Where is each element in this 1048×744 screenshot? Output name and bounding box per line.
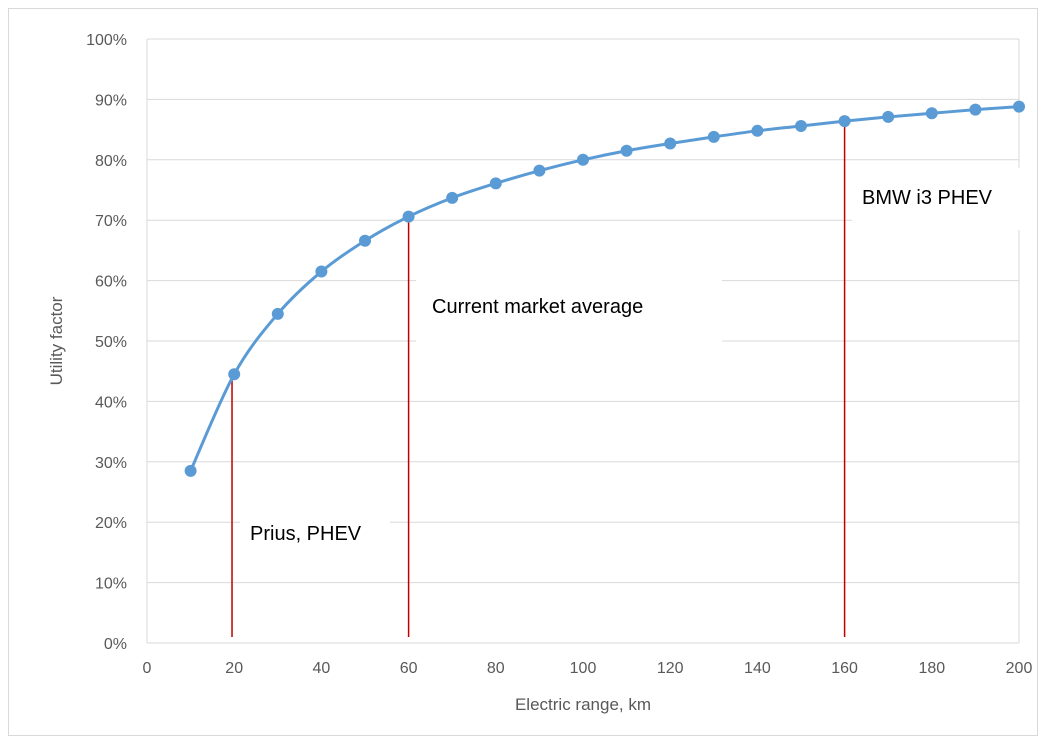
data-point [882,110,895,123]
data-point [489,177,502,190]
annotation-label: Current market average [432,296,643,318]
data-point [228,368,241,381]
x-tick-label: 180 [918,660,945,677]
data-point [1013,100,1025,113]
y-tick-label: 70% [95,213,127,230]
data-point [402,210,415,223]
y-tick-label: 0% [104,636,127,653]
data-point [838,115,851,128]
data-point [795,119,807,132]
annotation-background [240,504,390,562]
data-point [533,164,546,177]
x-tick-label: 200 [1006,660,1033,677]
x-tick-label: 0 [143,660,152,677]
y-tick-label: 90% [95,92,127,109]
data-point [751,124,764,137]
data-point [620,144,633,157]
y-tick-label: 60% [95,274,127,291]
x-tick-label: 160 [831,660,858,677]
y-tick-label: 10% [95,576,127,593]
data-point [707,130,720,143]
data-point [315,265,328,278]
x-axis-title: Electric range, km [515,695,651,714]
x-tick-label: 140 [744,660,771,677]
y-axis-title: Utility factor [47,296,66,385]
data-point [664,137,677,150]
x-tick-label: 100 [570,660,597,677]
x-tick-label: 120 [657,660,684,677]
data-point [271,307,284,320]
annotation-background [416,279,722,357]
y-tick-label: 50% [95,334,127,351]
y-tick-label: 100% [86,32,127,49]
axes: 0% 10% 20% 30% 40% 50% 60% 70% 80% 90% 100% 0 20 40 60… [86,32,1032,677]
annotation-background [852,168,1024,230]
x-tick-label: 20 [225,660,243,677]
x-tick-label: 80 [487,660,505,677]
chart-frame [8,8,1038,736]
data-point [359,234,371,247]
annotation-label: BMW i3 PHEV [862,187,993,209]
data-point [969,103,982,116]
y-tick-label: 20% [95,515,127,532]
reference-lines [231,121,846,637]
data-point [184,464,197,477]
series-group [184,100,1025,477]
data-point [925,107,938,120]
x-tick-label: 40 [313,660,331,677]
axis-labels: Electric range, km Utility factor [47,296,651,714]
data-point [577,153,589,166]
annotations: Prius, PHEV Current market average BMW i3 … [240,168,1024,562]
y-tick-label: 40% [95,394,127,411]
y-tick-label: 30% [95,455,127,472]
data-point [446,191,459,204]
y-tick-label: 80% [95,153,127,170]
x-tick-label: 60 [400,660,418,677]
annotation-label: Prius, PHEV [250,523,362,545]
